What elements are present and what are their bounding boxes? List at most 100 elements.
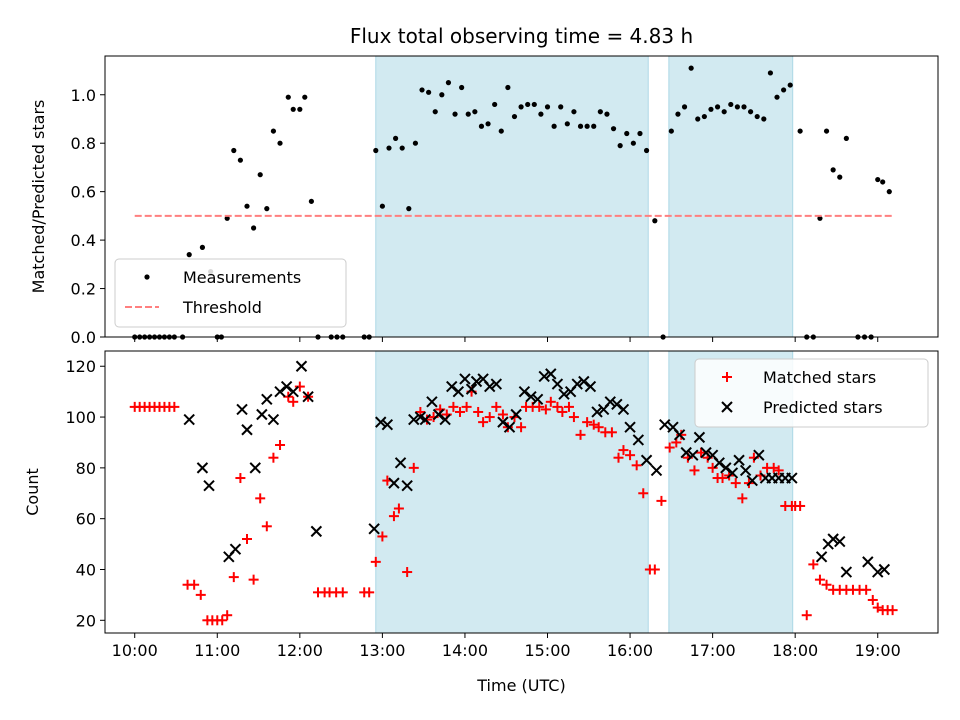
count-legend-box	[694, 358, 929, 428]
measurement-point	[445, 80, 452, 86]
matched-star-point	[649, 564, 660, 575]
predicted-star-point	[650, 464, 663, 477]
count-y-tick-label: 60	[76, 510, 96, 529]
measurement-point	[564, 121, 570, 127]
matched-star-point	[370, 556, 381, 567]
predicted-star-point	[261, 393, 273, 405]
measurement-point	[393, 135, 399, 141]
matched-star-point	[283, 391, 294, 402]
predicted-star-point	[287, 385, 299, 398]
legend-label: Measurements	[183, 268, 301, 287]
measurement-point	[747, 109, 754, 115]
measurement-point	[721, 109, 727, 115]
ratio-legend-box	[114, 258, 347, 328]
predicted-star-point	[538, 370, 550, 383]
measurement-point	[688, 65, 694, 71]
matched-star-point	[402, 567, 413, 578]
measurement-point	[637, 130, 643, 137]
predicted-star-point	[302, 391, 314, 403]
measurement-point	[290, 106, 296, 112]
matched-star-point	[557, 406, 568, 417]
measurement-point	[399, 145, 405, 151]
measurement-point	[297, 106, 303, 112]
predicted-star-point	[183, 413, 195, 426]
measurement-point	[426, 89, 432, 95]
matched-star-point	[867, 594, 878, 605]
ratio-legend: Measurements Threshold	[114, 258, 347, 328]
matched-star-point	[676, 429, 687, 440]
measurement-point	[624, 130, 630, 137]
matched-star-point	[545, 396, 556, 407]
ratio-observing-span	[375, 55, 649, 338]
predicted-star-point	[659, 418, 671, 431]
measurement-point	[714, 104, 721, 110]
ratio-y-tick-label: 0.0	[71, 328, 96, 347]
matched-star-point	[248, 574, 259, 585]
measurement-point	[681, 104, 688, 110]
measurement-point	[432, 109, 438, 115]
x-tick-label: 15:00	[524, 641, 570, 660]
predicted-star-point	[571, 378, 583, 390]
matched-star-point	[478, 417, 489, 428]
matched-star-point	[593, 422, 604, 433]
count-legend: Matched stars Predicted stars	[694, 358, 929, 428]
predicted-star-point	[840, 566, 853, 578]
predicted-star-point	[503, 421, 516, 433]
matched-star-point	[689, 465, 700, 476]
count-panel: 10:00 11:00 12:00 13:00 14:00 15:00 16:00 17:00…	[23, 350, 939, 695]
measurement-point	[224, 215, 230, 221]
measurement-point	[439, 92, 445, 98]
predicted-star-point	[693, 431, 706, 444]
predicted-star-point	[229, 543, 242, 555]
matched-star-point	[217, 615, 228, 626]
matched-star-point	[388, 511, 399, 522]
matched-star-point	[730, 478, 741, 489]
predicted-star-point	[310, 525, 323, 538]
predicted-star-point	[459, 373, 471, 385]
measurement-point	[781, 87, 787, 93]
predicted-star-point	[280, 380, 293, 393]
measurement-point	[577, 123, 584, 129]
count-y-tick-label: 80	[76, 459, 96, 478]
measurement-point	[251, 225, 257, 231]
predicted-star-point	[394, 457, 407, 469]
predicted-star-point	[256, 408, 268, 421]
measurement-point	[452, 111, 458, 117]
predicted-star-point	[368, 523, 380, 535]
measurement-point	[244, 203, 250, 209]
measurement-point	[675, 111, 681, 117]
predicted-star-point	[426, 396, 438, 408]
predicted-star-point	[381, 418, 394, 431]
count-y-axis-label: Count	[23, 468, 42, 516]
measurement-point	[277, 140, 283, 146]
matched-star-point	[861, 584, 872, 595]
predicted-star-point	[591, 406, 603, 418]
legend-key-matched	[722, 372, 732, 382]
chart-title: Flux total observing time = 4.83 h	[350, 24, 693, 48]
matched-star-point	[261, 521, 272, 532]
predicted-star-point	[551, 378, 564, 390]
matched-star-point	[502, 422, 513, 433]
predicted-star-point	[739, 464, 752, 477]
predicted-star-point	[872, 566, 884, 578]
predicted-star-point	[518, 385, 531, 398]
measurement-point	[472, 109, 478, 115]
matched-star-point	[563, 401, 574, 412]
matched-star-point	[473, 406, 484, 417]
matched-star-point	[664, 442, 675, 453]
predicted-star-point	[786, 472, 798, 484]
predicted-star-point	[432, 408, 445, 421]
measurement-point	[708, 106, 714, 112]
ratio-panel: 0.0 0.2 0.4 0.6 0.8 1.0 Flux total observing …	[29, 24, 939, 347]
predicted-star-point	[545, 368, 557, 380]
matched-star-point	[461, 401, 472, 412]
matched-star-point	[275, 440, 286, 450]
measurement-point	[830, 167, 836, 173]
matched-star-point	[491, 401, 502, 412]
measurement-point	[734, 104, 740, 110]
matched-star-point	[337, 587, 348, 598]
predicted-star-point	[196, 462, 209, 474]
matched-star-point	[656, 495, 667, 506]
predicted-star-point	[733, 454, 745, 466]
measurement-point	[774, 94, 780, 100]
